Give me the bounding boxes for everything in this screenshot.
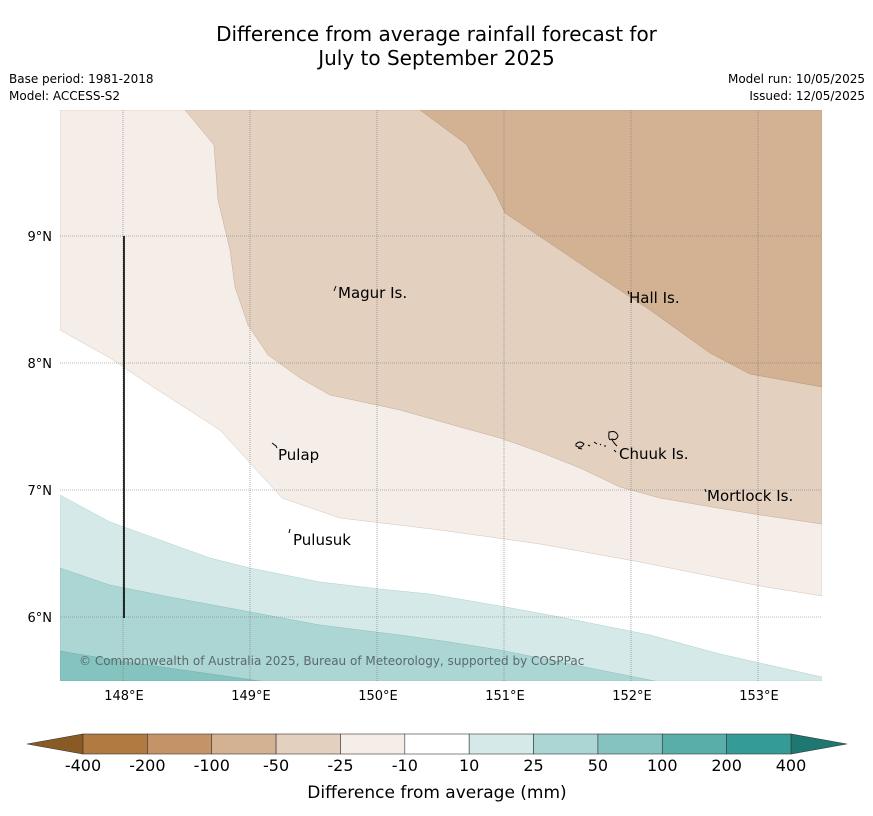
colorbar-tick-label: -10 <box>392 756 418 775</box>
island-pulusuk-outline <box>288 528 291 534</box>
base-period-text: Base period: 1981-2018 <box>9 72 154 86</box>
map-title: Difference from average rainfall forecas… <box>0 22 873 70</box>
contour-band-neg100-neg50 <box>419 110 822 388</box>
colorbar-segment <box>147 733 213 755</box>
colorbar-tick-label: -25 <box>327 756 353 775</box>
lon-label-148e: 148°E <box>104 689 144 704</box>
title-line-1: Difference from average rainfall forecas… <box>216 22 657 46</box>
lon-label-153e: 153°E <box>739 689 779 704</box>
colorbar-segment <box>533 733 599 755</box>
place-label-mortlock: Mortlock Is. <box>707 487 793 505</box>
colorbar: -400 -200 -100 -50 -25 -10 10 25 50 100 200 400 Dif… <box>26 733 848 803</box>
colorbar-segment <box>597 733 663 755</box>
colorbar-segment <box>275 733 341 755</box>
island-mortlock-outline <box>704 488 707 493</box>
colorbar-arrow-low <box>26 733 84 755</box>
place-label-hall: Hall Is. <box>629 289 680 307</box>
island-magur-outline <box>333 285 337 292</box>
lon-label-149e: 149°E <box>231 689 271 704</box>
colorbar-tick-label: 10 <box>459 756 479 775</box>
colorbar-segment <box>211 733 277 755</box>
contour-band-50-100 <box>60 650 261 681</box>
model-text: Model: ACCESS-S2 <box>9 89 121 103</box>
island-outlines <box>271 285 707 534</box>
place-label-magur: Magur Is. <box>338 284 407 302</box>
colorbar-tick-label: -100 <box>194 756 230 775</box>
place-label-chuuk: Chuuk Is. <box>619 445 688 463</box>
island-hall-outline <box>627 290 630 295</box>
colorbar-tick-label: 50 <box>588 756 608 775</box>
issued-text: Issued: 12/05/2025 <box>749 89 865 103</box>
colorbar-tick-label: 400 <box>776 756 807 775</box>
colorbar-tick-label: 200 <box>711 756 742 775</box>
latitude-labels: 9°N 8°N 7°N 6°N <box>28 230 53 626</box>
colorbar-segment <box>82 733 148 755</box>
colorbar-arrow-high <box>790 733 848 755</box>
colorbar-tick-label: -400 <box>65 756 101 775</box>
lat-label-6n: 6°N <box>28 611 53 626</box>
colorbar-tick-label: 25 <box>523 756 543 775</box>
colorbar-tick-label: 100 <box>647 756 678 775</box>
title-line-2: July to September 2025 <box>318 46 555 70</box>
colorbar-labels: -400 -200 -100 -50 -25 -10 10 25 50 100 200 400 <box>65 756 806 775</box>
contour-band-25-50 <box>60 567 656 681</box>
island-pulap-outline <box>271 442 278 449</box>
colorbar-segment <box>340 733 406 755</box>
copyright-notice: © Commonwealth of Australia 2025, Bureau… <box>79 654 584 668</box>
colorbar-title: Difference from average (mm) <box>307 783 566 803</box>
lat-label-8n: 8°N <box>28 357 53 372</box>
gridlines <box>60 110 822 681</box>
longitude-labels: 148°E 149°E 150°E 151°E 152°E 153°E <box>104 689 779 704</box>
lat-label-7n: 7°N <box>28 484 53 499</box>
meta-left: Base period: 1981-2018 Model: ACCESS-S2 <box>9 71 154 105</box>
colorbar-segment <box>661 733 727 755</box>
meta-right: Model run: 10/05/2025 Issued: 12/05/2025 <box>728 71 865 105</box>
lat-label-9n: 9°N <box>28 230 53 245</box>
model-run-text: Model run: 10/05/2025 <box>727 72 865 86</box>
colorbar-segments <box>82 733 792 755</box>
lon-label-151e: 151°E <box>485 689 525 704</box>
colorbar-segment <box>404 733 470 755</box>
island-chuuk-outline <box>575 431 619 453</box>
lon-label-152e: 152°E <box>612 689 652 704</box>
colorbar-tick-label: -200 <box>129 756 165 775</box>
colorbar-tick-label: -50 <box>263 756 289 775</box>
lon-label-150e: 150°E <box>358 689 398 704</box>
colorbar-segment <box>468 733 534 755</box>
place-label-pulusuk: Pulusuk <box>293 531 351 549</box>
colorbar-segment <box>726 733 792 755</box>
map-area: Magur Is. Hall Is. Pulap Chuuk Is. Mortl… <box>60 110 822 681</box>
place-label-pulap: Pulap <box>278 446 319 464</box>
